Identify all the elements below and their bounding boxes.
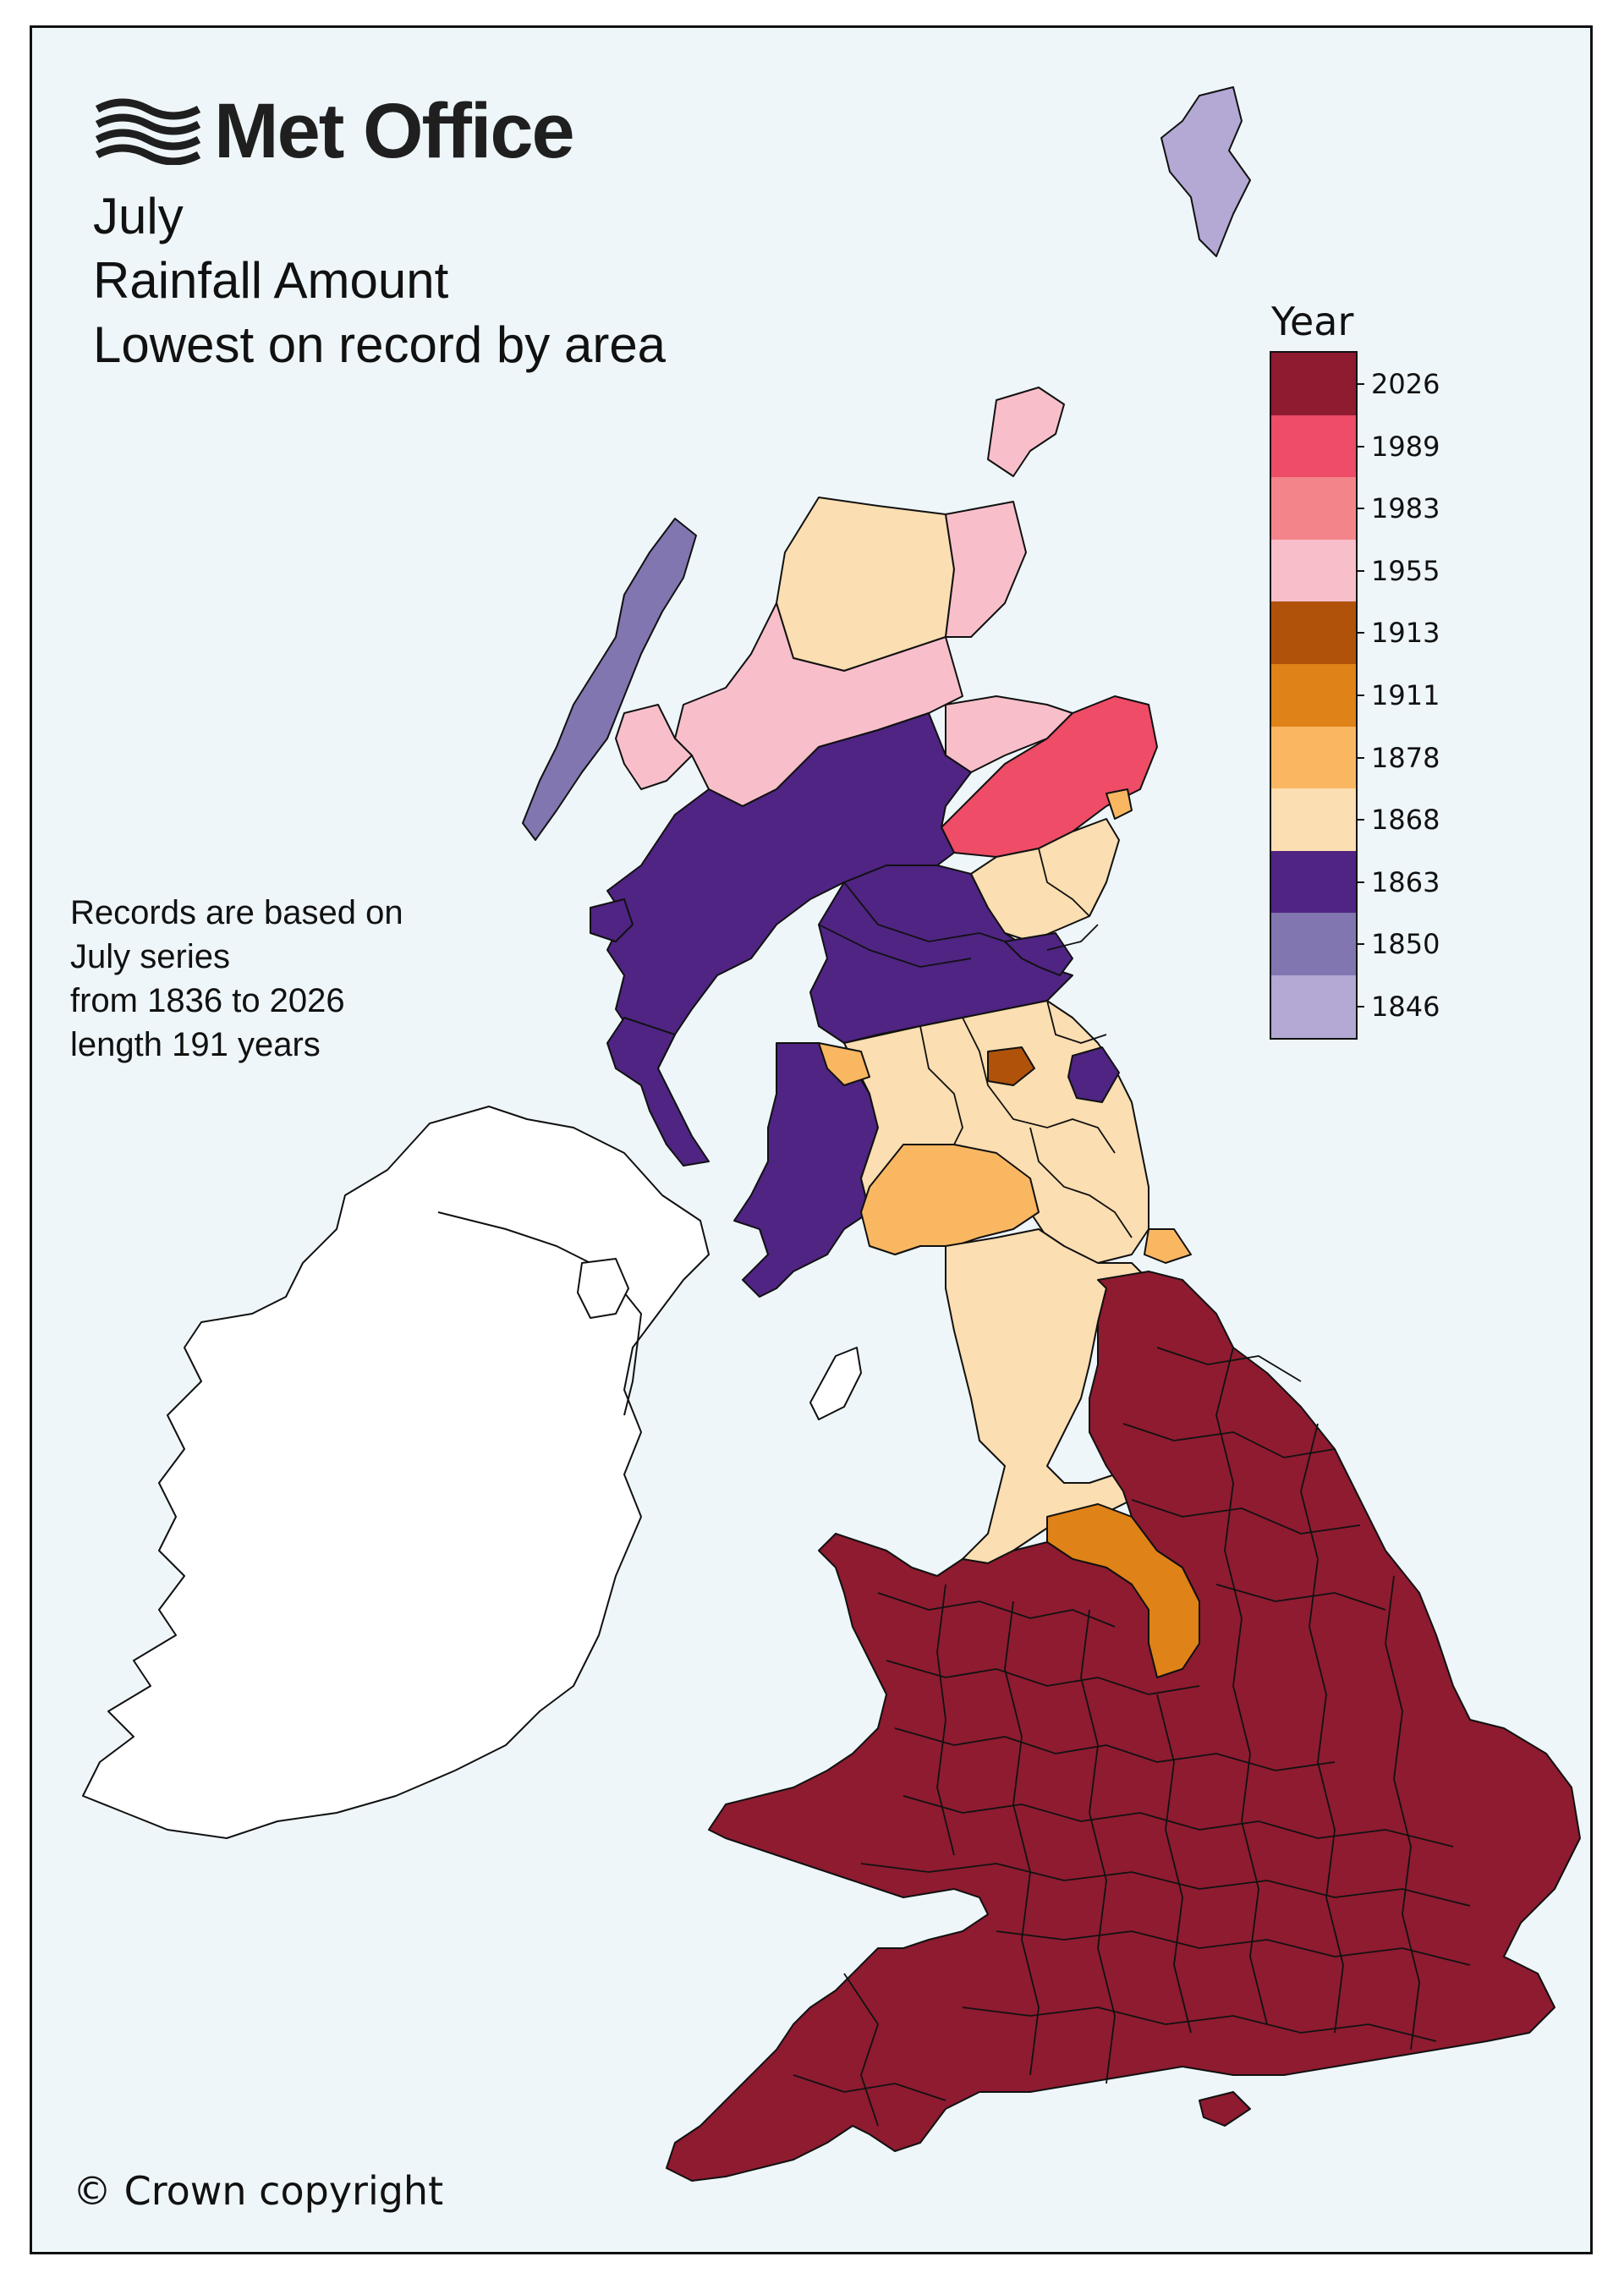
legend-label: 1846 <box>1371 990 1440 1023</box>
legend-swatch <box>1271 539 1356 602</box>
legend-label: 1913 <box>1371 617 1440 650</box>
legend-item: 1850 <box>1271 913 1440 975</box>
map-title-block: July Rainfall Amount Lowest on record by… <box>93 184 666 377</box>
legend-item: 2026 <box>1271 353 1440 415</box>
legend-tick <box>1356 445 1364 447</box>
legend-label: 1863 <box>1371 865 1440 898</box>
legend-label: 1868 <box>1371 804 1440 837</box>
isle-of-man <box>809 1347 862 1420</box>
legend-title: Year <box>1271 299 1354 344</box>
legend-swatch <box>1271 477 1356 540</box>
note-line-3: from 1836 to 2026 <box>70 982 345 1019</box>
legend-tick <box>1356 383 1364 385</box>
legend-tick <box>1356 694 1364 696</box>
legend-item: 1863 <box>1271 850 1440 914</box>
legend-swatch <box>1271 975 1356 1038</box>
title-month: July <box>93 188 184 244</box>
region-isle-of-wight <box>1199 2091 1251 2127</box>
legend-item: 1983 <box>1271 477 1440 540</box>
legend-item: 1989 <box>1271 415 1440 478</box>
region-aberdeen <box>1106 788 1133 820</box>
legend-swatch <box>1271 353 1356 415</box>
legend-swatch <box>1271 726 1356 789</box>
legend-label: 1911 <box>1371 678 1440 711</box>
region-dumfries-west <box>818 1042 870 1086</box>
legend-item: 1955 <box>1271 539 1440 602</box>
legend-tick <box>1356 819 1364 821</box>
county-boundaries <box>793 1347 1471 2127</box>
title-variable: Rainfall Amount <box>93 252 449 309</box>
legend-colorbar: 2026 1989 1983 1955 1913 1911 1878 1868 … <box>1270 351 1440 1040</box>
lough-neagh <box>577 1258 629 1319</box>
copyright-notice: © Crown copyright <box>73 2168 444 2214</box>
legend-swatch <box>1271 601 1356 664</box>
legend-item: 1878 <box>1271 726 1440 789</box>
legend-label: 1878 <box>1371 741 1440 774</box>
region-shetland <box>1160 86 1251 257</box>
records-note: Records are based on July series from 18… <box>70 891 403 1067</box>
legend-tick <box>1356 569 1364 572</box>
logo-wordmark: Met Office <box>214 88 575 174</box>
legend-label: 1850 <box>1371 928 1440 961</box>
legend-tick <box>1356 943 1364 946</box>
legend-swatch <box>1271 415 1356 478</box>
region-england-wales <box>666 1271 1581 2182</box>
legend-swatch <box>1271 663 1356 727</box>
legend-tick <box>1356 632 1364 634</box>
legend-item: 1913 <box>1271 601 1440 664</box>
legend-label: 2026 <box>1371 368 1440 400</box>
region-skye <box>615 704 693 790</box>
region-orkney <box>987 387 1065 477</box>
uk-rainfall-record-map <box>82 86 1581 2182</box>
ireland-landmass <box>82 1106 710 1839</box>
legend-label: 1989 <box>1371 430 1440 463</box>
region-northumberland-coast <box>1144 1228 1192 1264</box>
title-description: Lowest on record by area <box>93 316 667 373</box>
map-frame: Met Office July Rainfall Amount Lowest o… <box>30 25 1593 2254</box>
scotland-boundaries <box>818 848 1133 1238</box>
legend-swatch <box>1271 788 1356 851</box>
region-mull <box>590 898 634 942</box>
region-caithness <box>945 501 1027 638</box>
legend-item: 1846 <box>1271 975 1440 1038</box>
legend-item: 1911 <box>1271 663 1440 727</box>
legend-label: 1955 <box>1371 554 1440 587</box>
legend-tick <box>1356 756 1364 759</box>
wave-lines-icon <box>96 98 201 165</box>
note-line-2: July series <box>70 938 230 975</box>
region-argyll <box>606 1017 710 1167</box>
legend-label: 1983 <box>1371 492 1440 525</box>
region-outer-hebrides <box>522 518 697 841</box>
note-line-1: Records are based on <box>70 894 403 931</box>
legend-item: 1868 <box>1271 788 1440 851</box>
region-lothian <box>987 1046 1035 1086</box>
region-fife <box>1004 932 1073 976</box>
legend-swatch <box>1271 850 1356 914</box>
note-line-4: length 191 years <box>70 1026 321 1063</box>
legend-swatch <box>1271 913 1356 975</box>
legend-tick <box>1356 1005 1364 1007</box>
region-edinburgh <box>1067 1046 1120 1103</box>
legend-tick <box>1356 881 1364 883</box>
legend-tick <box>1356 508 1364 510</box>
